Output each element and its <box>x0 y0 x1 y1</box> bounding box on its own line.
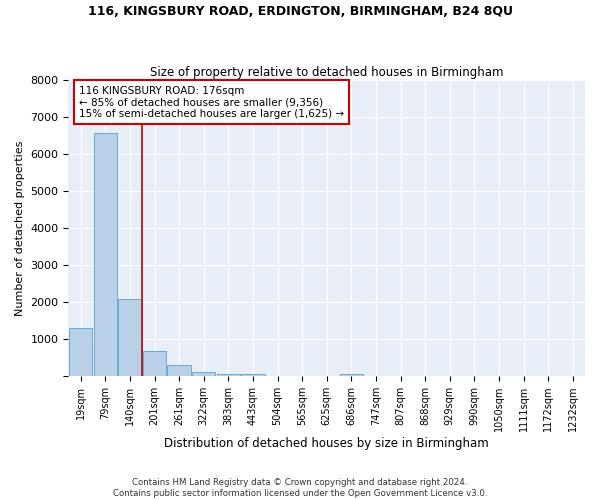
Y-axis label: Number of detached properties: Number of detached properties <box>15 140 25 316</box>
Bar <box>118 299 142 376</box>
Text: 116 KINGSBURY ROAD: 176sqm
← 85% of detached houses are smaller (9,356)
15% of s: 116 KINGSBURY ROAD: 176sqm ← 85% of deta… <box>79 86 344 119</box>
Bar <box>167 366 191 376</box>
Bar <box>217 374 240 376</box>
Bar <box>192 372 215 376</box>
Bar <box>340 374 363 376</box>
Bar <box>69 328 92 376</box>
X-axis label: Distribution of detached houses by size in Birmingham: Distribution of detached houses by size … <box>164 437 489 450</box>
Text: 116, KINGSBURY ROAD, ERDINGTON, BIRMINGHAM, B24 8QU: 116, KINGSBURY ROAD, ERDINGTON, BIRMINGH… <box>88 5 512 18</box>
Title: Size of property relative to detached houses in Birmingham: Size of property relative to detached ho… <box>150 66 503 78</box>
Bar <box>143 351 166 376</box>
Bar <box>241 374 265 376</box>
Bar <box>94 134 117 376</box>
Text: Contains HM Land Registry data © Crown copyright and database right 2024.
Contai: Contains HM Land Registry data © Crown c… <box>113 478 487 498</box>
